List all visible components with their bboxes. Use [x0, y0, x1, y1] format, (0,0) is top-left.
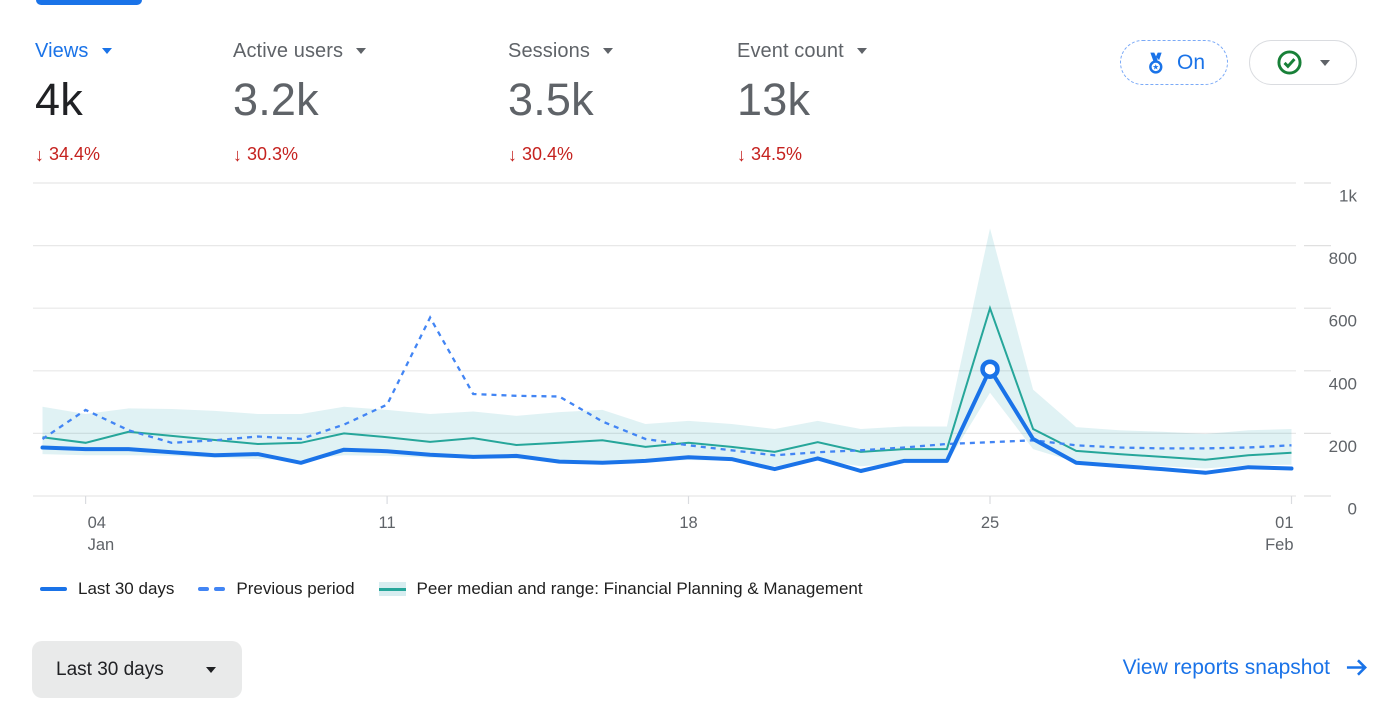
- down-arrow-icon: ↓: [508, 144, 517, 165]
- arrow-right-icon: [1346, 659, 1367, 676]
- legend-label: Last 30 days: [78, 579, 175, 598]
- svg-text:800: 800: [1329, 249, 1357, 268]
- svg-text:Jan: Jan: [88, 536, 115, 554]
- metric-delta: ↓ 30.3%: [233, 144, 366, 165]
- svg-text:Feb: Feb: [1265, 536, 1293, 554]
- metric-views[interactable]: Views 4k ↓ 34.4%: [35, 38, 112, 165]
- svg-text:11: 11: [379, 514, 396, 532]
- check-circle-icon: [1277, 50, 1302, 75]
- metric-delta: ↓ 34.4%: [35, 144, 112, 165]
- metric-value: 4k: [35, 74, 83, 125]
- metric-value: 3.5k: [508, 74, 594, 125]
- time-series-chart[interactable]: 0 200 400 600 800 1k 04 Jan 11 18 25 01 Feb: [0, 170, 1400, 574]
- metric-active-users[interactable]: Active users 3.2k ↓ 30.3%: [233, 38, 367, 165]
- date-range-selector[interactable]: Last 30 days: [32, 641, 242, 698]
- view-reports-snapshot-link[interactable]: View reports snapshot: [1123, 654, 1370, 681]
- legend-peer-median-range: Peer median and range: Financial Plannin…: [378, 579, 863, 599]
- svg-text:400: 400: [1329, 374, 1357, 393]
- chart-legend: Last 30 days Previous period Peer median…: [40, 579, 863, 599]
- chevron-down-icon[interactable]: [602, 48, 613, 54]
- metric-sessions[interactable]: Sessions 3.5k ↓ 30.4%: [508, 38, 613, 165]
- delta-value: 34.4%: [49, 144, 101, 164]
- medal-icon: ★: [1149, 52, 1163, 74]
- svg-text:25: 25: [981, 514, 999, 532]
- metric-label[interactable]: Active users: [233, 39, 344, 62]
- chevron-down-icon[interactable]: [356, 48, 367, 54]
- metric-header[interactable]: Sessions: [508, 38, 613, 64]
- legend-previous-period: Previous period: [198, 579, 355, 599]
- legend-label: Previous period: [236, 579, 355, 598]
- band-swatch: [378, 582, 406, 596]
- chevron-down-icon[interactable]: [856, 48, 867, 54]
- metric-header[interactable]: Views: [35, 38, 112, 64]
- svg-text:600: 600: [1329, 312, 1357, 331]
- legend-label: Peer median and range: Financial Plannin…: [416, 579, 863, 598]
- benchmarking-toggle-button[interactable]: ★ On: [1120, 40, 1228, 85]
- metric-event-count[interactable]: Event count 13k ↓ 34.5%: [737, 38, 867, 165]
- delta-value: 34.5%: [751, 144, 803, 164]
- metric-label[interactable]: Sessions: [508, 39, 590, 62]
- svg-text:04: 04: [88, 514, 106, 532]
- link-label: View reports snapshot: [1122, 655, 1330, 679]
- dashed-line-swatch: [198, 586, 226, 592]
- active-tab-indicator[interactable]: [36, 0, 142, 5]
- down-arrow-icon: ↓: [233, 144, 242, 165]
- svg-text:01: 01: [1275, 514, 1293, 532]
- delta-value: 30.4%: [522, 144, 574, 164]
- delta-value: 30.3%: [247, 144, 299, 164]
- metric-header[interactable]: Active users: [233, 38, 367, 64]
- metric-delta: ↓ 30.4%: [508, 144, 613, 165]
- date-range-label: Last 30 days: [56, 658, 164, 680]
- down-arrow-icon: ↓: [35, 144, 44, 165]
- chevron-down-icon[interactable]: [1320, 59, 1330, 66]
- svg-text:0: 0: [1348, 500, 1357, 519]
- metric-value: 3.2k: [233, 74, 319, 125]
- metric-label[interactable]: Views: [35, 39, 89, 62]
- metric-header[interactable]: Event count: [737, 38, 867, 64]
- legend-last-30-days: Last 30 days: [40, 579, 174, 599]
- down-arrow-icon: ↓: [737, 144, 746, 165]
- svg-text:18: 18: [679, 514, 697, 532]
- metric-delta: ↓ 34.5%: [737, 144, 867, 165]
- svg-text:★: ★: [1152, 62, 1159, 71]
- svg-text:1k: 1k: [1339, 187, 1357, 206]
- metric-value: 13k: [737, 74, 811, 125]
- chevron-down-icon[interactable]: [101, 48, 112, 54]
- svg-text:200: 200: [1329, 437, 1357, 456]
- chevron-down-icon[interactable]: [206, 666, 216, 673]
- solid-line-swatch: [40, 586, 67, 592]
- data-quality-button[interactable]: [1249, 40, 1357, 85]
- benchmarking-state-label: On: [1176, 50, 1205, 74]
- metric-label[interactable]: Event count: [737, 39, 844, 62]
